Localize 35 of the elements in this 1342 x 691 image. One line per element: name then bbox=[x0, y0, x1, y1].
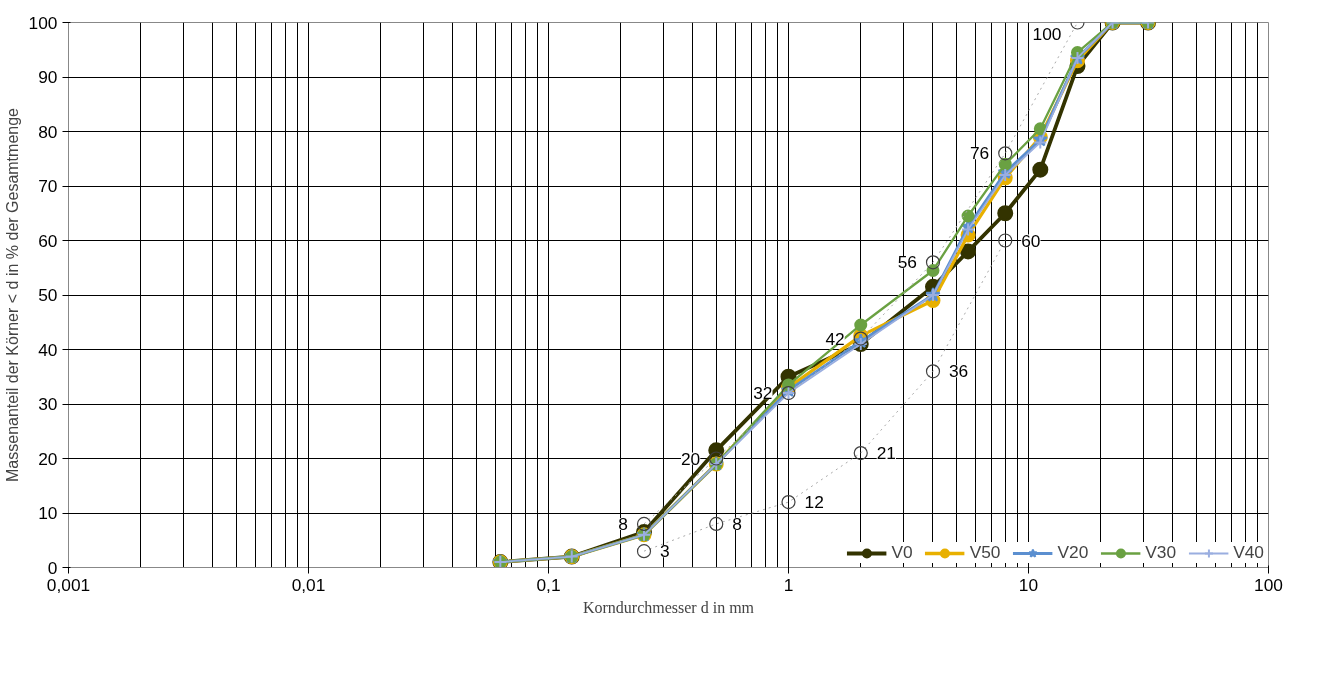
data-label: 8 bbox=[618, 513, 629, 534]
y-tick-label: 40 bbox=[38, 339, 58, 360]
data-label: 8 bbox=[732, 513, 742, 534]
y-tick-label: 80 bbox=[38, 121, 58, 142]
data-label: 76 bbox=[969, 143, 990, 164]
data-label: 42 bbox=[825, 328, 845, 349]
data-label: 12 bbox=[804, 492, 824, 513]
y-tick-label: 70 bbox=[38, 176, 58, 196]
x-tick-label: 1 bbox=[783, 574, 794, 595]
y-tick-label: 90 bbox=[38, 67, 58, 87]
y-tick-label: 20 bbox=[38, 448, 58, 469]
y-tick-label: 100 bbox=[28, 12, 58, 33]
y-tick-label: 30 bbox=[38, 394, 58, 414]
data-label: 3 bbox=[660, 541, 670, 562]
data-label: 32 bbox=[753, 383, 773, 404]
legend-label: V0 bbox=[891, 542, 913, 563]
x-tick-label: 100 bbox=[1254, 574, 1283, 595]
y-tick-label: 10 bbox=[38, 503, 58, 523]
x-tick-label: 10 bbox=[1018, 574, 1039, 595]
data-label: 20 bbox=[680, 448, 701, 469]
data-label: 21 bbox=[876, 443, 897, 464]
y-tick-label: 60 bbox=[38, 230, 58, 251]
legend-label: V20 bbox=[1057, 542, 1089, 563]
data-label: 56 bbox=[897, 252, 917, 273]
x-tick-label: 0,01 bbox=[291, 574, 326, 595]
data-label: 100 bbox=[1032, 23, 1062, 44]
x-tick-label: 0,1 bbox=[536, 574, 561, 595]
legend-label: V50 bbox=[969, 542, 1001, 563]
y-axis-title: Massenanteil der Körner < d in % der Gesamtmenge bbox=[3, 107, 21, 482]
legend-label: V40 bbox=[1233, 542, 1264, 563]
y-tick-label: 50 bbox=[38, 285, 58, 305]
data-label: 60 bbox=[1021, 230, 1041, 251]
legend-label: V30 bbox=[1145, 542, 1177, 563]
data-label: 36 bbox=[948, 361, 969, 382]
x-axis-title: Korndurchmesser d in mm bbox=[582, 598, 755, 616]
